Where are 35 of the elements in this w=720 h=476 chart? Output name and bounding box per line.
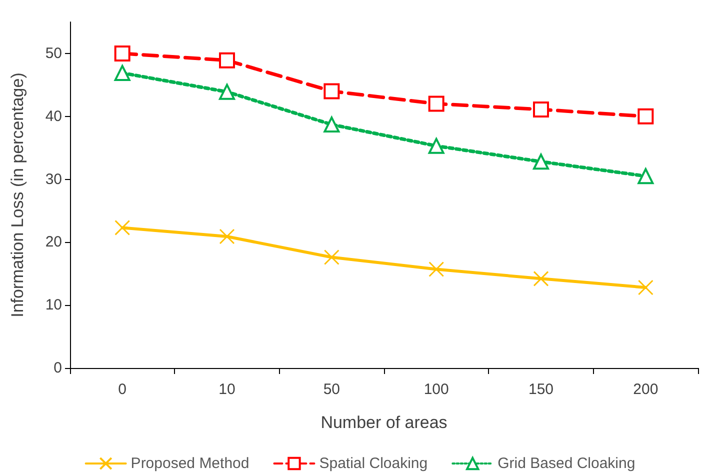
point bbox=[533, 270, 549, 286]
x-tick-label: 50 bbox=[323, 381, 340, 398]
y-tick-label: 0 bbox=[54, 360, 62, 376]
point bbox=[428, 138, 444, 154]
point bbox=[428, 96, 444, 112]
point bbox=[638, 280, 654, 296]
x-axis-title: Number of areas bbox=[320, 413, 448, 432]
point bbox=[533, 101, 549, 118]
legend-label: Spatial Cloaking bbox=[319, 455, 428, 472]
x-tick-label: 150 bbox=[528, 381, 554, 398]
point bbox=[638, 108, 654, 124]
point bbox=[114, 220, 130, 236]
point bbox=[428, 261, 444, 277]
point bbox=[324, 250, 340, 266]
x-tick-label: 10 bbox=[218, 381, 236, 398]
point bbox=[324, 83, 340, 100]
point bbox=[638, 168, 654, 184]
point bbox=[114, 45, 130, 62]
point bbox=[219, 228, 235, 244]
y-tick-label: 30 bbox=[45, 170, 62, 188]
x-tick-label: 200 bbox=[633, 381, 658, 398]
x-tick-label: 100 bbox=[424, 381, 449, 398]
legend-label: Proposed Method bbox=[130, 455, 250, 472]
point bbox=[114, 64, 130, 81]
legend-label: Grid Based Cloaking bbox=[498, 455, 636, 472]
x-tick-label: 0 bbox=[118, 381, 127, 398]
y-tick-label: 40 bbox=[45, 108, 62, 125]
y-axis-title: Information Loss (in percentage) bbox=[8, 72, 27, 318]
point bbox=[324, 116, 340, 133]
point bbox=[219, 84, 235, 100]
y-tick-label: 20 bbox=[45, 234, 62, 251]
point bbox=[219, 52, 235, 68]
y-tick-label: 10 bbox=[45, 296, 62, 314]
point bbox=[533, 154, 549, 170]
y-tick-label: 50 bbox=[45, 44, 62, 62]
